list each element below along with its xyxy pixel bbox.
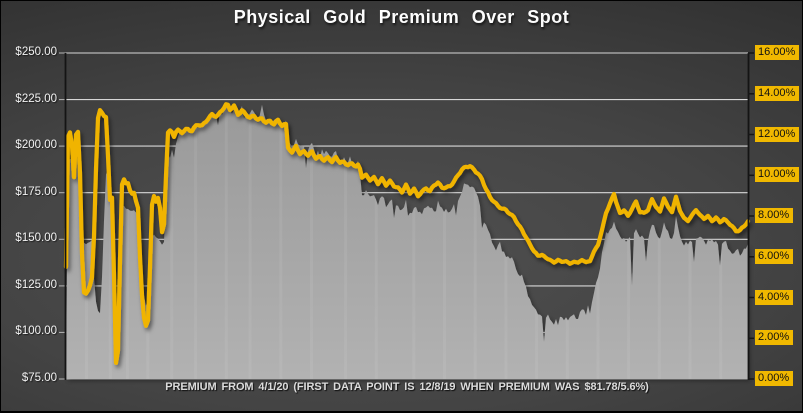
area-streak — [170, 103, 174, 379]
right-axis-label: 12.00% — [755, 127, 800, 142]
left-axis-label: $75.00 — [21, 372, 57, 384]
right-axis-ticks — [748, 52, 754, 380]
area-streak — [688, 103, 692, 379]
left-axis-label: $225.00 — [15, 93, 57, 105]
area-streak — [374, 103, 378, 379]
area-streak — [535, 103, 539, 379]
right-axis-label: 0.00% — [755, 371, 794, 386]
area-streak — [473, 103, 477, 379]
area-streak — [146, 103, 150, 379]
right-axis-label: 4.00% — [755, 290, 794, 305]
area-streak — [565, 103, 569, 379]
area-streak — [412, 103, 416, 379]
right-axis-label: 10.00% — [755, 167, 800, 182]
chart-title: Physical Gold Premium Over Spot — [233, 7, 570, 27]
left-axis-label: $200.00 — [15, 139, 57, 151]
area-streak — [85, 103, 88, 379]
area-streak — [657, 103, 661, 379]
area-streak — [224, 103, 228, 379]
right-axis-label: 14.00% — [755, 86, 800, 101]
right-axis-label: 16.00% — [755, 45, 800, 60]
area-streak — [279, 103, 283, 379]
right-axis-label: 2.00% — [755, 330, 794, 345]
left-axis-label: $250.00 — [15, 46, 57, 58]
left-axis-label: $175.00 — [15, 186, 57, 198]
area-streak — [443, 103, 446, 379]
area-streak — [248, 103, 252, 379]
area-streak — [504, 103, 508, 379]
gold-price-area — [66, 103, 748, 380]
area-streak — [125, 103, 129, 379]
area-streak — [194, 103, 198, 379]
area-streak — [310, 103, 313, 379]
area-streak — [596, 103, 600, 379]
left-axis-label: $150.00 — [15, 232, 57, 244]
area-streak — [627, 103, 631, 379]
footnote: PREMIUM FROM 4/1/20 (FIRST DATA POINT IS… — [165, 381, 649, 393]
area-streak — [344, 103, 348, 379]
area-streak — [108, 103, 112, 379]
gold-premium-line — [63, 102, 751, 365]
right-axis-label: 6.00% — [755, 249, 794, 264]
left-axis-label: $100.00 — [15, 325, 57, 337]
left-axis-label: $125.00 — [15, 279, 57, 291]
right-axis-label: 8.00% — [755, 208, 794, 223]
area-streak — [719, 103, 723, 379]
